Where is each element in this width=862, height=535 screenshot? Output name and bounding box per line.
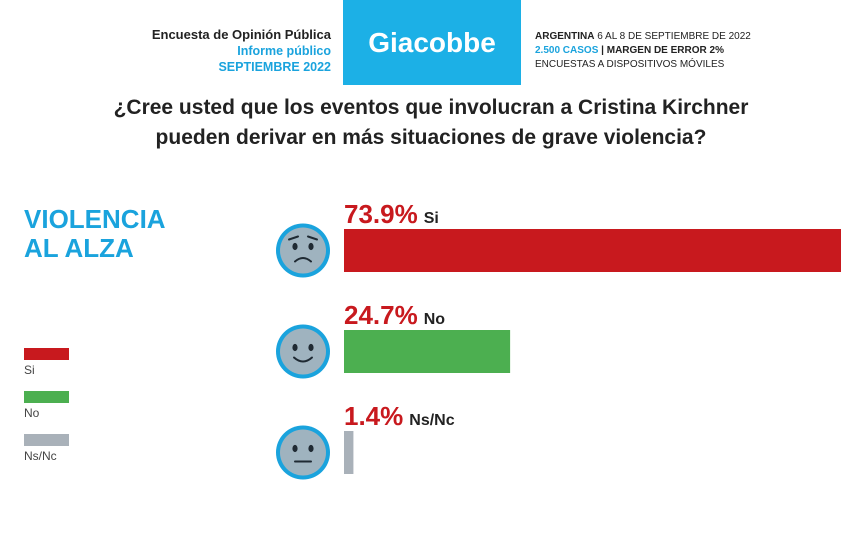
- icon-eye-left: [292, 242, 298, 251]
- survey-cases: 2.500 CASOS: [535, 45, 599, 56]
- legend-label-nsnc: Ns/Nc: [24, 449, 57, 463]
- tagline-line-2: AL ALZA: [24, 233, 134, 263]
- icon-brow-right: [307, 235, 318, 241]
- neutral-face-icon: [276, 425, 330, 480]
- tagline: VIOLENCIA AL ALZA: [24, 205, 166, 263]
- value-label-si: 73.9% Si: [344, 199, 439, 229]
- question-line-1: ¿Cree usted que los eventos que involucr…: [113, 96, 749, 119]
- survey-margin: | MARGEN DE ERROR 2%: [601, 45, 724, 56]
- icon-eye-right: [308, 343, 314, 352]
- icon-eye-left: [292, 343, 298, 352]
- legend-label-no: No: [24, 406, 40, 420]
- brand-logo: Giacobbe: [343, 0, 521, 85]
- survey-date: SEPTIEMBRE 2022: [218, 60, 331, 74]
- icon-brow-left: [288, 235, 299, 241]
- icon-face: [280, 429, 326, 476]
- bar-nsnc: [344, 431, 354, 474]
- icon-face: [280, 227, 326, 274]
- icon-eye-right: [308, 242, 314, 251]
- survey-country: ARGENTINA: [535, 31, 595, 42]
- legend-label-si: Si: [24, 363, 35, 377]
- legend-swatch-no: [24, 391, 69, 403]
- value-label-nsnc: 1.4% Ns/Nc: [344, 401, 455, 431]
- survey-subtitle: Informe público: [237, 44, 331, 58]
- survey-header-right: ARGENTINA 6 AL 8 DE SEPTIEMBRE DE 2022 2…: [535, 30, 751, 72]
- icon-mouth: [294, 257, 312, 263]
- value-label-no: 24.7% No: [344, 300, 445, 330]
- bar-si: [344, 229, 841, 272]
- tagline-line-1: VIOLENCIA: [24, 204, 166, 234]
- survey-method: ENCUESTAS A DISPOSITIVOS MÓVILES: [535, 59, 725, 70]
- icon-mouth: [293, 356, 313, 363]
- question: ¿Cree usted que los eventos que involucr…: [0, 93, 862, 153]
- worried-face-icon: [276, 223, 330, 278]
- bar-no: [344, 330, 511, 373]
- legend-swatch-nsnc: [24, 434, 69, 446]
- icon-eye-left: [292, 444, 298, 453]
- survey-field-dates: 6 AL 8 DE SEPTIEMBRE DE 2022: [597, 31, 751, 42]
- legend-item-si: Si: [24, 348, 69, 377]
- survey-title: Encuesta de Opinión Pública: [151, 27, 331, 42]
- icon-face: [280, 328, 326, 375]
- icon-eye-right: [308, 444, 314, 453]
- legend-item-nsnc: Ns/Nc: [24, 434, 69, 463]
- legend-swatch-si: [24, 348, 69, 360]
- legend-item-no: No: [24, 391, 69, 420]
- smiling-face-icon: [276, 324, 330, 379]
- question-line-2: pueden derivar en más situaciones de gra…: [155, 126, 707, 149]
- survey-header-left: Encuesta de Opinión Pública Informe públ…: [152, 27, 331, 75]
